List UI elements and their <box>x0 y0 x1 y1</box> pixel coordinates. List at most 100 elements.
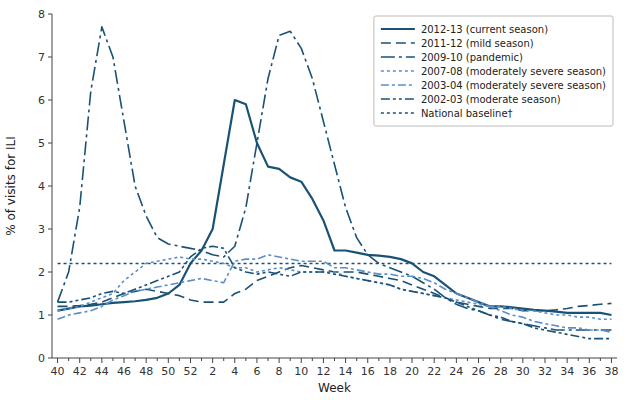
x-minor-tick <box>533 358 534 361</box>
x-minor-tick <box>179 358 180 361</box>
x-minor-tick <box>600 358 601 361</box>
y-axis-label: % of visits for ILI <box>4 136 18 235</box>
x-minor-tick <box>112 358 113 361</box>
legend-label: 2002-03 (moderate season) <box>421 94 561 105</box>
x-minor-tick <box>556 358 557 361</box>
x-minor-tick <box>356 358 357 361</box>
x-minor-tick <box>245 358 246 361</box>
legend-label: 2011-12 (mild season) <box>421 38 534 49</box>
x-tick <box>323 358 324 363</box>
x-tick-label: 10 <box>294 365 308 378</box>
x-tick-label: 38 <box>604 365 618 378</box>
x-minor-tick <box>312 358 313 361</box>
x-tick-label: 36 <box>582 365 596 378</box>
y-tick-label: 3 <box>38 223 45 236</box>
legend: 2012-13 (current season) 2011-12 (mild se… <box>374 16 613 126</box>
y-tick <box>48 143 52 144</box>
x-tick-label: 28 <box>494 365 508 378</box>
x-tick <box>301 358 302 363</box>
series-line <box>58 246 612 338</box>
y-tick <box>48 229 52 230</box>
x-tick-label: 6 <box>253 365 260 378</box>
x-tick-label: 2 <box>209 365 216 378</box>
x-tick <box>57 358 58 363</box>
x-tick-label: 44 <box>95 365 109 378</box>
y-tick <box>48 186 52 187</box>
y-tick <box>48 315 52 316</box>
x-tick-label: 4 <box>231 365 238 378</box>
x-minor-tick <box>90 358 91 361</box>
x-tick-label: 48 <box>139 365 153 378</box>
x-minor-tick <box>400 358 401 361</box>
x-tick-label: 14 <box>339 365 353 378</box>
x-minor-tick <box>511 358 512 361</box>
x-minor-tick <box>157 358 158 361</box>
x-minor-tick <box>268 358 269 361</box>
x-minor-tick <box>578 358 579 361</box>
y-tick <box>48 100 52 101</box>
x-tick <box>589 358 590 363</box>
legend-label: National baseline† <box>421 108 513 119</box>
x-tick <box>500 358 501 363</box>
x-tick <box>389 358 390 363</box>
y-tick <box>48 272 52 273</box>
x-tick-label: 34 <box>560 365 574 378</box>
x-tick-label: 40 <box>51 365 65 378</box>
x-tick-label: 26 <box>472 365 486 378</box>
x-tick <box>190 358 191 363</box>
x-tick-label: 46 <box>117 365 131 378</box>
x-minor-tick <box>489 358 490 361</box>
legend-swatch <box>381 28 415 30</box>
x-tick <box>345 358 346 363</box>
x-minor-tick <box>290 358 291 361</box>
x-minor-tick <box>334 358 335 361</box>
y-tick-label: 2 <box>38 266 45 279</box>
x-tick <box>567 358 568 363</box>
series-line <box>58 255 612 332</box>
x-tick-label: 16 <box>361 365 375 378</box>
x-tick-label: 24 <box>449 365 463 378</box>
x-tick-label: 20 <box>405 365 419 378</box>
x-tick <box>124 358 125 363</box>
y-tick-label: 7 <box>38 51 45 64</box>
y-tick-label: 6 <box>38 94 45 107</box>
y-tick <box>48 14 52 15</box>
x-tick <box>212 358 213 363</box>
plot-area <box>58 27 612 339</box>
y-tick <box>48 358 52 359</box>
legend-label: 2003-04 (moderately severe season) <box>421 80 606 91</box>
x-tick <box>544 358 545 363</box>
chart: 0123456784042444648505224681012141618202… <box>0 0 629 400</box>
legend-swatch <box>381 98 415 100</box>
x-axis-label: Week <box>318 381 351 395</box>
x-tick <box>146 358 147 363</box>
y-tick-label: 0 <box>38 352 45 365</box>
x-minor-tick <box>135 358 136 361</box>
x-tick <box>522 358 523 363</box>
x-tick <box>234 358 235 363</box>
x-tick-label: 30 <box>516 365 530 378</box>
legend-swatch <box>381 112 415 114</box>
x-tick-label: 12 <box>316 365 330 378</box>
legend-box <box>374 16 613 126</box>
legend-label: 2012-13 (current season) <box>421 24 548 35</box>
x-tick-label: 50 <box>161 365 175 378</box>
axes: 0123456784042444648505224681012141618202… <box>38 8 618 378</box>
series-line <box>58 27 612 330</box>
legend-swatch <box>381 70 415 72</box>
legend-swatch <box>381 84 415 86</box>
x-tick <box>256 358 257 363</box>
x-minor-tick <box>378 358 379 361</box>
legend-label: 2007-08 (moderately severe season) <box>421 66 606 77</box>
x-tick <box>412 358 413 363</box>
series-line <box>58 100 612 315</box>
x-minor-tick <box>445 358 446 361</box>
x-tick <box>367 358 368 363</box>
x-minor-tick <box>423 358 424 361</box>
legend-swatch <box>381 56 415 58</box>
x-tick <box>79 358 80 363</box>
x-tick <box>168 358 169 363</box>
x-minor-tick <box>467 358 468 361</box>
x-tick-label: 22 <box>427 365 441 378</box>
x-tick <box>611 358 612 363</box>
